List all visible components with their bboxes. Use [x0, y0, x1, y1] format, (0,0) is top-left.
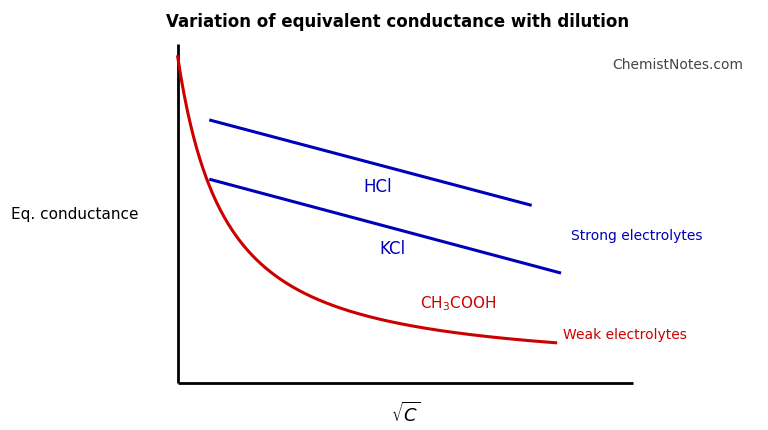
Text: CH$_3$COOH: CH$_3$COOH — [419, 294, 495, 312]
Text: Variation of equivalent conductance with dilution: Variation of equivalent conductance with… — [167, 13, 630, 31]
Text: ChemistNotes.com: ChemistNotes.com — [612, 58, 743, 72]
Text: Weak electrolytes: Weak electrolytes — [563, 328, 687, 341]
Text: HCl: HCl — [363, 178, 392, 196]
Text: $\sqrt{C}$: $\sqrt{C}$ — [391, 400, 420, 424]
Text: KCl: KCl — [379, 239, 406, 257]
Text: Eq. conductance: Eq. conductance — [11, 206, 139, 221]
Text: Strong electrolytes: Strong electrolytes — [571, 228, 702, 242]
